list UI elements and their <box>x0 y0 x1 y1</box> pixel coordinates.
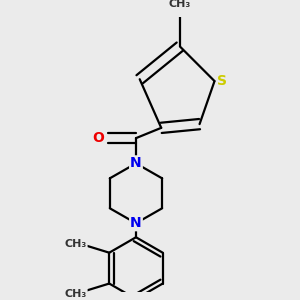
Text: CH₃: CH₃ <box>64 289 87 299</box>
Text: N: N <box>130 156 142 170</box>
Text: CH₃: CH₃ <box>64 239 87 249</box>
Text: O: O <box>93 131 104 145</box>
Text: CH₃: CH₃ <box>169 0 191 9</box>
Text: N: N <box>130 216 142 230</box>
Text: S: S <box>217 74 227 88</box>
